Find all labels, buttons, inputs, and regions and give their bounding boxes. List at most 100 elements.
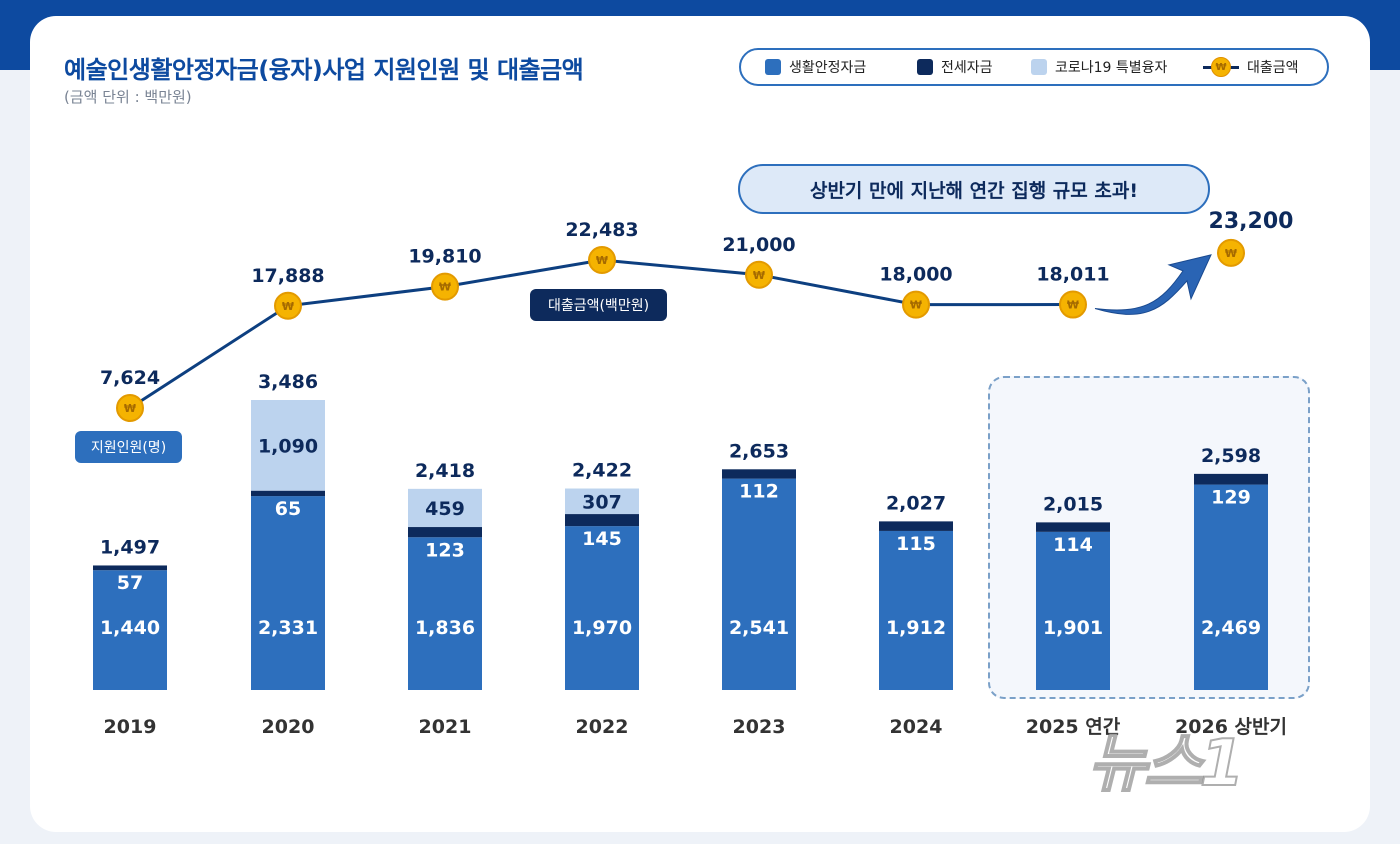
loan-point (116, 394, 144, 422)
x-tick-label: 2021 (419, 716, 472, 738)
bar-total-label: 2,598 (1201, 445, 1261, 467)
bar-segment (251, 400, 325, 491)
bar-segment (93, 570, 167, 690)
bar-value-label: 129 (1211, 487, 1251, 509)
bar-value-label: 1,090 (258, 435, 318, 457)
bar-segment (722, 469, 796, 479)
loan-value-label: 21,000 (722, 234, 795, 256)
bar-total-label: 2,418 (415, 460, 475, 482)
loan-value-label: 22,483 (565, 219, 638, 241)
loan-point (588, 246, 616, 274)
bar-segment (1036, 522, 1110, 532)
bar-total-label: 2,015 (1043, 493, 1103, 515)
loan-point (1217, 238, 1245, 267)
bar-segment (408, 488, 482, 528)
bar-value-label: 112 (739, 481, 779, 503)
x-tick-label: 2024 (890, 716, 943, 738)
loan-value-label: 18,000 (879, 264, 952, 286)
coin-icon: ₩ (1225, 247, 1237, 260)
bar-segment (565, 526, 639, 690)
bar-value-label: 2,331 (258, 617, 318, 639)
loan-point (1059, 290, 1087, 319)
legend-line-swatch: ₩ (1203, 57, 1239, 77)
x-tick-label: 2025 연간 (1026, 716, 1121, 738)
bar-total-label: 2,653 (729, 440, 789, 462)
bar-segment (565, 488, 639, 515)
coin-icon: ₩ (282, 300, 294, 313)
bar-segment (408, 527, 482, 538)
loan-value-label: 18,011 (1036, 264, 1109, 286)
chart-subtitle: (금액 단위 : 백만원) (64, 88, 192, 106)
bar-total-label: 1,497 (100, 536, 160, 558)
bar-value-label: 2,469 (1201, 617, 1261, 639)
bar-total-label: 2,422 (572, 460, 632, 482)
bar-segment (1194, 473, 1268, 485)
bar-segment (251, 496, 325, 690)
bar-segment (722, 478, 796, 690)
bar-value-label: 1,440 (100, 617, 160, 639)
bar-value-label: 114 (1053, 534, 1093, 556)
coin-icon: ₩ (910, 299, 922, 312)
loan-point (274, 291, 302, 320)
legend-item-living: 생활안정자금 (765, 50, 866, 84)
callout-bubble: 상반기 만에 지난해 연간 집행 규모 초과! (738, 164, 1210, 214)
growth-arrow (1094, 254, 1212, 315)
bar-value-label: 1,901 (1043, 617, 1103, 639)
bar-value-label: 1,912 (886, 617, 946, 639)
loan-value-label: 19,810 (408, 246, 481, 268)
bar-segment (1194, 484, 1268, 690)
bar-segment (93, 565, 167, 571)
chart-title: 예술인생활안정자금(융자)사업 지원인원 및 대출금액 (64, 56, 584, 84)
coin-icon: ₩ (124, 402, 136, 415)
coin-icon: ₩ (1211, 57, 1231, 77)
bar-value-label: 115 (896, 533, 936, 555)
loan-point (745, 260, 773, 289)
legend-label-jeonse: 전세자금 (941, 60, 993, 76)
coin-icon: ₩ (439, 281, 451, 294)
legend-label-loan: 대출금액 (1247, 60, 1299, 76)
legend-item-loan: ₩ 대출금액 (1203, 50, 1299, 84)
loan-axis-tag: 대출금액(백만원) (530, 289, 667, 321)
bar-segment (879, 521, 953, 531)
bar-value-label: 2,541 (729, 617, 789, 639)
bar-value-label: 1,836 (415, 617, 475, 639)
loan-value-label: 17,888 (251, 265, 324, 287)
legend-swatch-jeonse (917, 59, 933, 75)
bar-segment (565, 514, 639, 527)
coin-icon: ₩ (1067, 299, 1079, 312)
people-axis-tag: 지원인원(명) (75, 431, 182, 463)
watermark-logo: 뉴스1 (1087, 726, 1245, 802)
legend-item-jeonse: 전세자금 (917, 50, 993, 84)
loan-point (902, 290, 930, 319)
bar-value-label: 123 (425, 539, 465, 561)
x-tick-label: 2019 (104, 716, 157, 738)
bar-value-label: 65 (275, 498, 301, 520)
legend-item-corona: 코로나19 특별융자 (1031, 50, 1167, 84)
bar-segment (879, 530, 953, 690)
x-tick-label: 2022 (576, 716, 629, 738)
coin-icon: ₩ (753, 269, 765, 282)
x-tick-label: 2026 상반기 (1175, 716, 1287, 738)
bar-segment (1036, 531, 1110, 690)
loan-point (431, 272, 459, 301)
loan-value-label: 23,200 (1209, 209, 1294, 234)
bar-total-label: 3,486 (258, 371, 318, 393)
bar-value-label: 459 (425, 498, 465, 520)
legend: 생활안정자금 전세자금 코로나19 특별융자 ₩ 대출금액 (739, 48, 1329, 86)
bar-value-label: 145 (582, 528, 622, 550)
x-tick-label: 2023 (733, 716, 786, 738)
x-tick-label: 2020 (262, 716, 315, 738)
bar-value-label: 1,970 (572, 617, 632, 639)
chart-card: 예술인생활안정자금(융자)사업 지원인원 및 대출금액 (금액 단위 : 백만원… (30, 16, 1370, 832)
bar-segment (408, 537, 482, 690)
loan-value-label: 7,624 (100, 367, 160, 389)
legend-label-living: 생활안정자금 (789, 60, 867, 76)
legend-label-corona: 코로나19 특별융자 (1055, 60, 1168, 76)
bar-segment (251, 490, 325, 497)
bar-value-label: 307 (582, 491, 622, 513)
coin-icon: ₩ (596, 254, 608, 267)
bar-total-label: 2,027 (886, 492, 946, 514)
legend-swatch-corona (1031, 59, 1047, 75)
bar-value-label: 57 (117, 572, 143, 594)
